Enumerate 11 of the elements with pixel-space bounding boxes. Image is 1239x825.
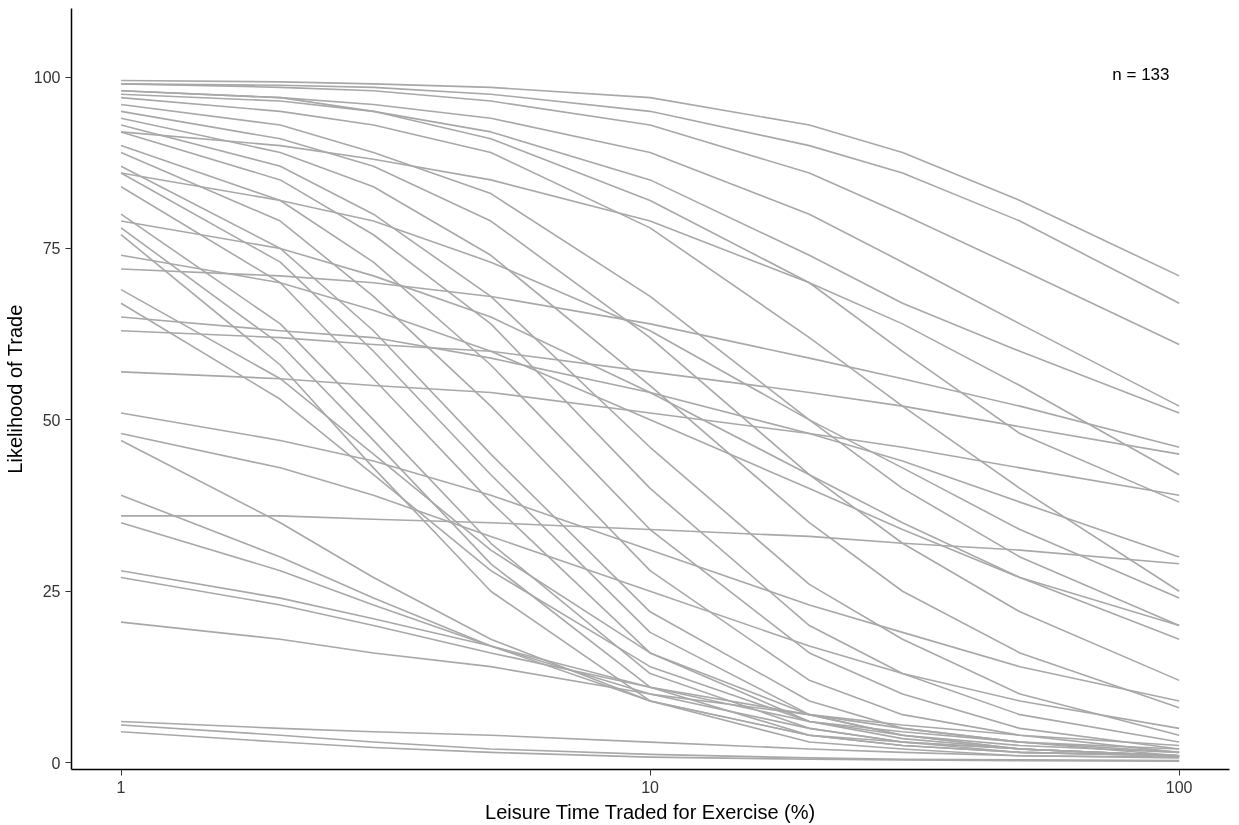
y-tick-label: 50: [42, 411, 61, 429]
y-tick-label: 0: [51, 754, 61, 772]
y-tick-label: 25: [42, 583, 61, 601]
x-tick-label: 100: [1165, 778, 1193, 796]
y-axis-title: Likelihood of Trade: [3, 304, 26, 474]
x-axis-title: Leisure Time Traded for Exercise (%): [485, 800, 816, 823]
x-tick-label: 1: [116, 778, 126, 796]
y-tick-label: 100: [33, 69, 61, 87]
x-tick-label: 10: [641, 778, 660, 796]
annotation: n = 133: [1112, 64, 1170, 84]
y-tick-label: 75: [42, 240, 61, 258]
